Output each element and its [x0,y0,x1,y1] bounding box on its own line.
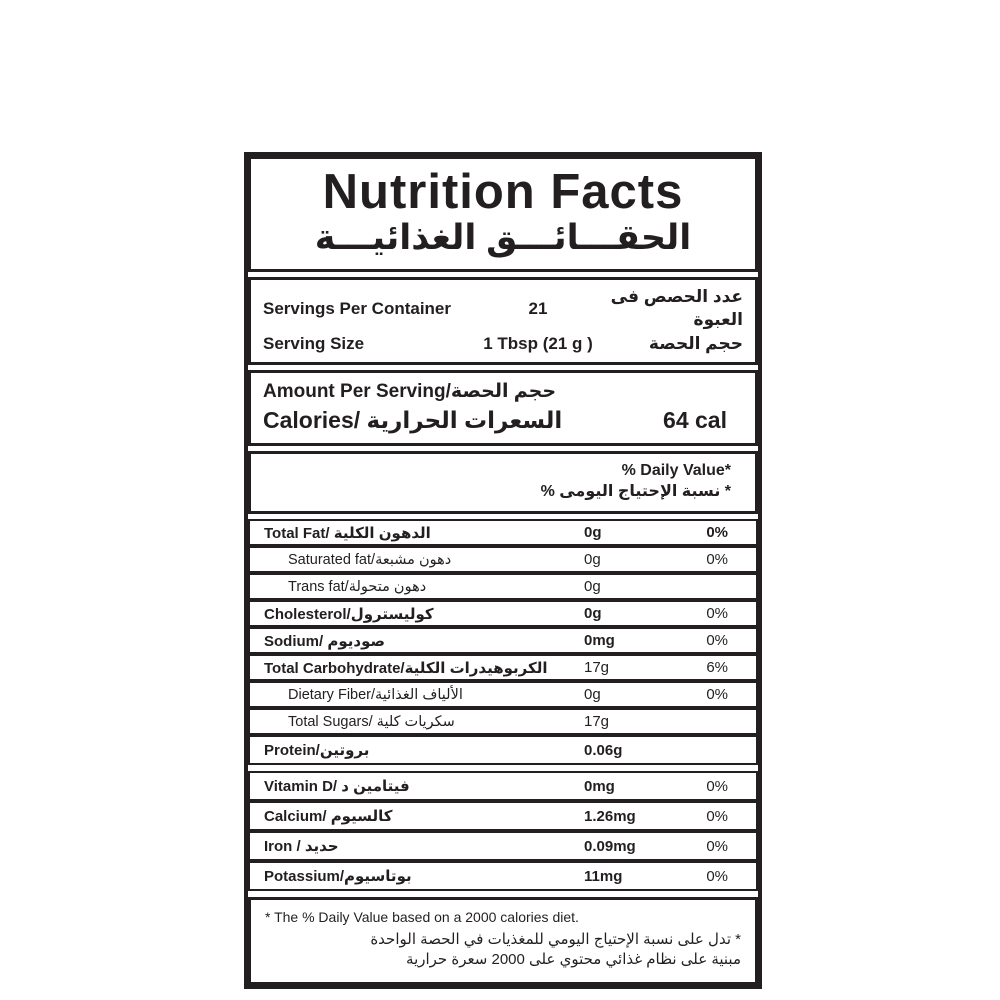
nutrient-amount: 0g [584,551,601,569]
nutrient-row: Total Fat/ الدهون الكلية 0g 0% [248,519,758,547]
nutrient-amount: 1.26mg [584,807,636,825]
nutrient-row: Dietary Fiber/الألياف الغذائية 0g 0% [248,681,758,709]
nutrient-label: Sodium/ صوديوم [264,632,385,650]
nutrient-label: Total Carbohydrate/الكربوهيدرات الكلية [264,659,548,677]
nutrient-percent: 0% [706,837,728,855]
amount-per-serving-section: Amount Per Serving/حجم الحصة Calories/ ا… [248,370,758,446]
title-arabic: الحقـــائـــق الغذائيـــة [314,218,692,258]
nutrition-facts-label: Nutrition Facts الحقـــائـــق الغذائيـــ… [244,152,762,989]
nutrient-row: Calcium/ كالسيوم 1.26mg 0% [248,801,758,832]
nutrient-label: Iron / حديد [264,838,339,856]
nutrient-amount: 0g [584,686,601,704]
nutrient-label: Total Sugars/ سكريات كلية [288,713,455,730]
footnote-section: * The % Daily Value based on a 2000 calo… [248,897,758,985]
nutrient-label: Dietary Fiber/الألياف الغذائية [288,686,463,703]
nutrient-amount: 0g [584,578,601,596]
nutrient-row: Total Sugars/ سكريات كلية 17g [248,708,758,736]
nutrient-row: Trans fat/دهون متحولة 0g [248,573,758,601]
nutrient-percent: 0% [706,777,728,795]
nutrient-row: Total Carbohydrate/الكربوهيدرات الكلية 17… [248,654,758,682]
nutrient-row: Vitamin D/ فيتامين د 0mg 0% [248,771,758,802]
nutrient-percent: 0% [706,551,728,569]
footnote-english: * The % Daily Value based on a 2000 calo… [265,909,579,926]
nutrient-amount: 0g [584,524,602,542]
serving-size-label: Serving Size [263,334,365,354]
nutrient-percent: 6% [706,659,728,677]
calories-label: Calories/ السعرات الحرارية [263,406,563,433]
serving-size-row: Serving Size 1 Tbsp (21 g ) حجم الحصة [263,332,743,356]
nutrient-label: Saturated fat/دهون مشبعة [288,551,452,568]
nutrient-row: Saturated fat/دهون مشبعة 0g 0% [248,546,758,574]
servings-section: Servings Per Container 21 عدد الحصص فى ا… [248,276,758,366]
nutrient-amount: 0.09mg [584,837,636,855]
nutrient-percent: 0% [706,686,728,704]
nutrient-amount: 0mg [584,632,615,650]
nutrient-label: Protein/بروتين [264,742,370,760]
nutrient-label: Potassium/بوتاسيوم [264,868,412,886]
nutrient-label: Total Fat/ الدهون الكلية [264,524,431,542]
nutrient-percent: 0% [706,632,728,650]
servings-per-container-arabic: عدد الحصص فى العبوة [610,286,743,330]
nutrient-amount: 0mg [584,777,615,795]
nutrient-amount: 0g [584,605,602,623]
calories-value: 64 cal [663,406,727,433]
nutrient-amount: 17g [584,713,610,731]
footnote-arabic-line2: مبنية على نظام غذائي محتوي على 2000 سعرة… [406,951,741,969]
nutrient-row: Sodium/ صوديوم 0mg 0% [248,627,758,655]
nutrient-percent: 0% [706,524,728,542]
footnote-arabic-line1: * تدل على نسبة الإحتياج اليومي للمغذيات … [370,931,741,949]
nutrient-row: Iron / حديد 0.09mg 0% [248,831,758,862]
servings-per-container-label: Servings Per Container [263,298,452,318]
nutrient-percent: 0% [706,807,728,825]
serving-size-arabic: حجم الحصة [648,334,743,354]
nutrient-label: Calcium/ كالسيوم [264,808,393,826]
nutrient-label: Vitamin D/ فيتامين د [264,778,410,796]
nutrient-amount: 0.06g [584,741,623,759]
daily-value-section: % Daily Value* * نسبة الإحتياج اليومى % [248,450,758,515]
nutrient-amount: 17g [584,659,610,677]
title-english: Nutrition Facts [322,165,684,219]
nutrient-row: Cholesterol/كوليسترول 0g 0% [248,600,758,628]
amount-per-serving-heading: Amount Per Serving/حجم الحصة [263,381,557,403]
servings-per-container-row: Servings Per Container 21 عدد الحصص فى ا… [263,285,743,333]
nutrient-percent: 0% [706,867,728,885]
servings-per-container-value: 21 [528,298,548,318]
nutrient-row: Protein/بروتين 0.06g [248,735,758,766]
serving-size-value: 1 Tbsp (21 g ) [483,334,593,354]
nutrient-label: Trans fat/دهون متحولة [288,578,427,595]
nutrient-row: Potassium/بوتاسيوم 11mg 0% [248,861,758,892]
calories-row: Calories/ السعرات الحرارية 64 cal [263,407,743,434]
daily-value-arabic: * نسبة الإحتياج اليومى % [540,483,731,501]
daily-value-english: % Daily Value* [621,461,731,479]
nutrient-label: Cholesterol/كوليسترول [264,605,434,623]
nutrients-table: Total Fat/ الدهون الكلية 0g 0% Saturated fa… [248,519,758,892]
label-header: Nutrition Facts الحقـــائـــق الغذائيـــ… [248,156,758,272]
nutrient-amount: 11mg [584,867,623,885]
nutrient-percent: 0% [706,605,728,623]
